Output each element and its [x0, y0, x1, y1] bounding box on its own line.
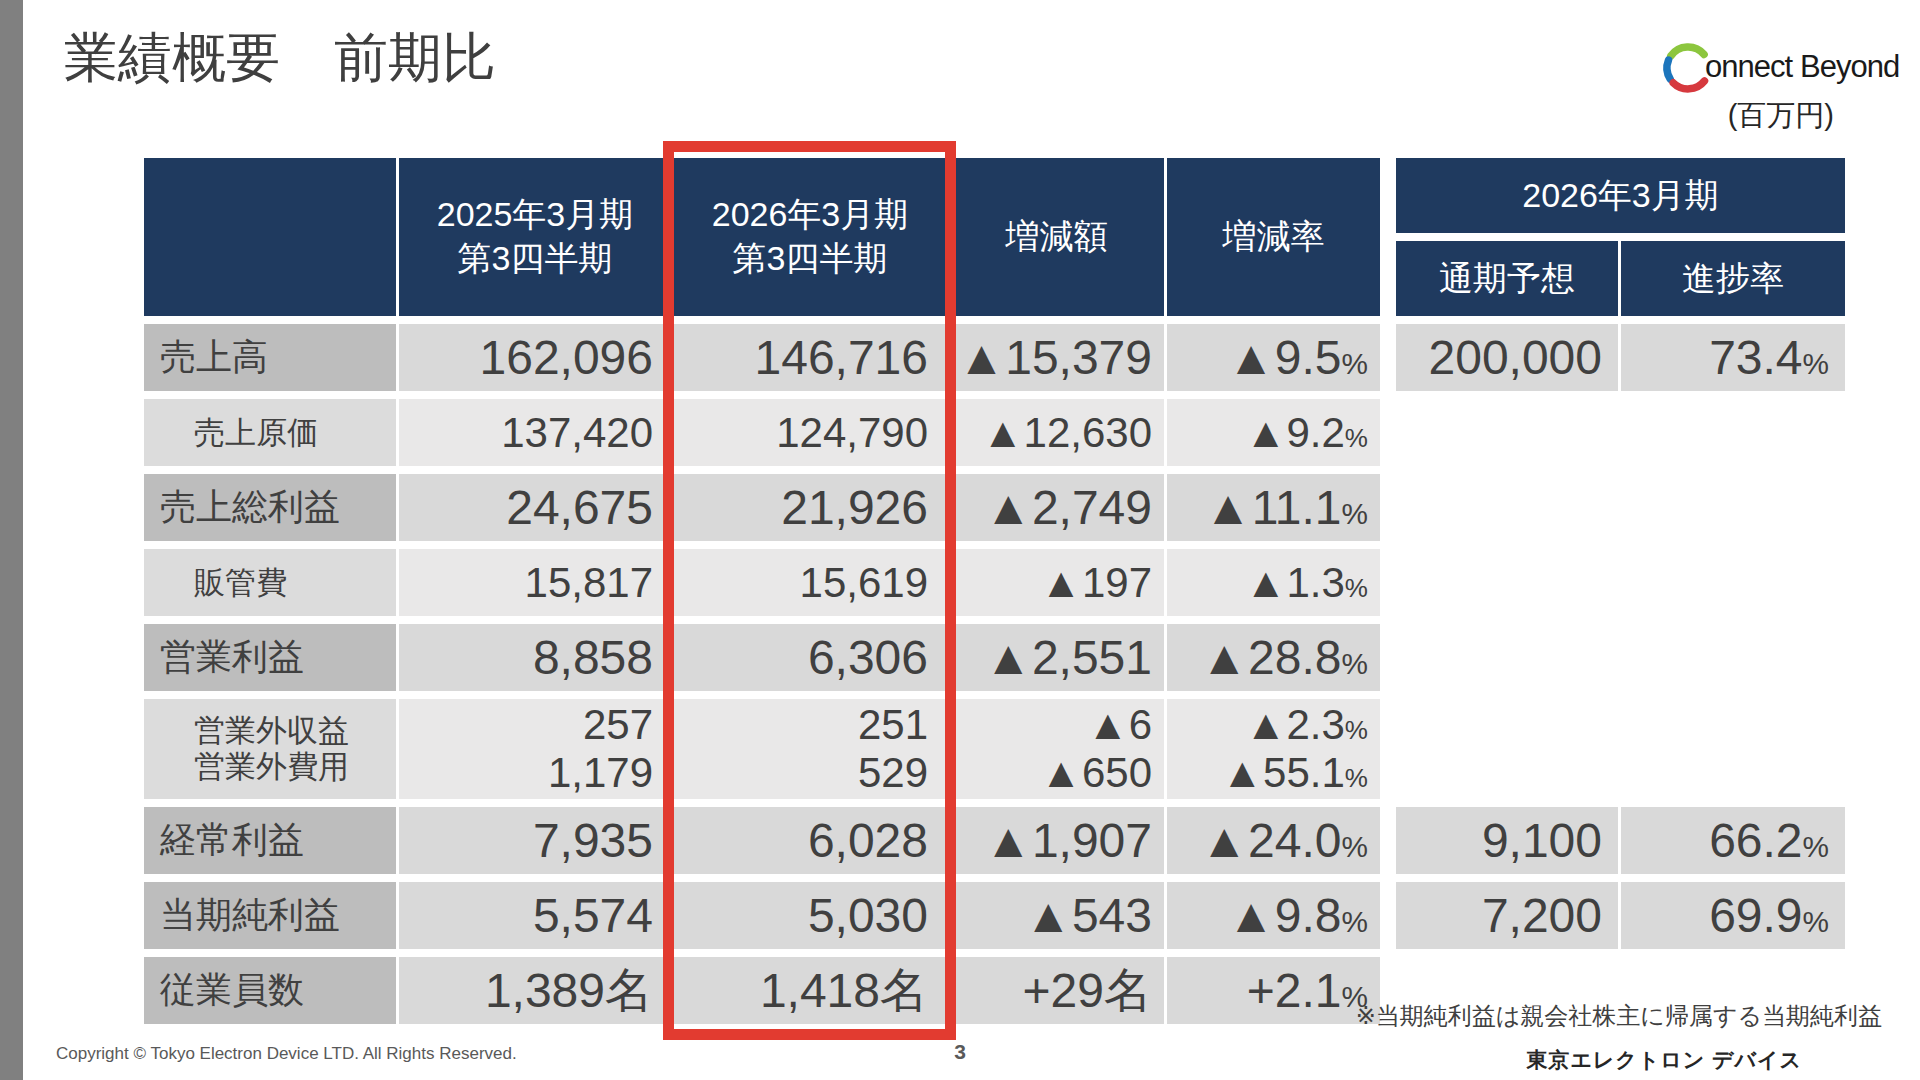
header-diff-amount: 増減額 [949, 158, 1164, 316]
diff-amount-cell: ▲2,551 [949, 624, 1164, 691]
spacer-cell [1383, 549, 1393, 616]
slide: 業績概要 前期比 onnect Beyond (百万円) 2025年3月期 第3… [0, 0, 1920, 1080]
corner-cell [144, 158, 396, 316]
prev-period-value-cell: 5,574 [399, 882, 671, 949]
spacer-cell [1383, 474, 1393, 541]
table-row: 売上高162,096146,716▲15,379▲9.5%200,00073.4… [144, 324, 1845, 391]
diff-amount-cell: ▲12,630 [949, 399, 1164, 466]
curr-period-value-cell: 5,030 [674, 882, 946, 949]
table-row: 営業外収益営業外費用2571,179251529▲6▲650▲2.3%▲55.1… [144, 699, 1845, 799]
spacer-cell [1383, 399, 1393, 466]
forecast-value-cell [1396, 699, 1618, 799]
progress-value-cell [1621, 549, 1845, 616]
curr-period-value-cell: 251529 [674, 699, 946, 799]
results-table: 2025年3月期 第3四半期 2026年3月期 第3四半期 増減額 増減率 20… [141, 150, 1848, 1032]
left-accent-bar [0, 0, 23, 1080]
diff-rate-cell: ▲9.8% [1167, 882, 1380, 949]
spacer-cell [1383, 882, 1393, 949]
diff-amount-cell: ▲1,907 [949, 807, 1164, 874]
prev-period-value-cell: 8,858 [399, 624, 671, 691]
curr-period-value-cell: 146,716 [674, 324, 946, 391]
curr-period-value-cell: 124,790 [674, 399, 946, 466]
row-label-cell: 売上原価 [144, 399, 396, 466]
progress-value-cell [1621, 699, 1845, 799]
row-label-cell: 売上総利益 [144, 474, 396, 541]
diff-rate-cell: ▲9.5% [1167, 324, 1380, 391]
progress-value-cell: 73.4% [1621, 324, 1845, 391]
prev-period-value-cell: 2571,179 [399, 699, 671, 799]
diff-amount-cell: ▲543 [949, 882, 1164, 949]
diff-amount-cell: ▲2,749 [949, 474, 1164, 541]
diff-rate-cell: ▲24.0% [1167, 807, 1380, 874]
logo-text-connect: onnect [1705, 49, 1792, 85]
prev-period-value-cell: 1,389名 [399, 957, 671, 1024]
progress-value-cell: 66.2% [1621, 807, 1845, 874]
unit-label: (百万円) [1728, 96, 1834, 136]
spacer-cell [1383, 699, 1393, 799]
progress-value-cell [1621, 399, 1845, 466]
header-row-1: 2025年3月期 第3四半期 2026年3月期 第3四半期 増減額 増減率 20… [144, 158, 1845, 233]
progress-value-cell: 69.9% [1621, 882, 1845, 949]
diff-amount-cell: ▲197 [949, 549, 1164, 616]
forecast-value-cell: 200,000 [1396, 324, 1618, 391]
header-progress-rate: 進捗率 [1621, 241, 1845, 316]
diff-amount-cell: +29名 [949, 957, 1164, 1024]
header-spacer [1383, 158, 1393, 316]
diff-rate-cell: +2.1% [1167, 957, 1380, 1024]
spacer-cell [1383, 324, 1393, 391]
header-fy2026-group: 2026年3月期 [1396, 158, 1845, 233]
forecast-value-cell [1396, 624, 1618, 691]
forecast-value-cell [1396, 399, 1618, 466]
table-row: 売上原価137,420124,790▲12,630▲9.2% [144, 399, 1845, 466]
table-row: 販管費15,81715,619▲197▲1.3% [144, 549, 1845, 616]
spacer-cell [1383, 807, 1393, 874]
progress-value-cell [1621, 474, 1845, 541]
table-row: 当期純利益5,5745,030▲543▲9.8%7,20069.9% [144, 882, 1845, 949]
row-label-cell: 当期純利益 [144, 882, 396, 949]
diff-rate-cell: ▲11.1% [1167, 474, 1380, 541]
header-full-year-forecast: 通期予想 [1396, 241, 1618, 316]
diff-rate-cell: ▲1.3% [1167, 549, 1380, 616]
progress-value-cell [1621, 624, 1845, 691]
header-diff-rate: 増減率 [1167, 158, 1380, 316]
table-row: 経常利益7,9356,028▲1,907▲24.0%9,10066.2% [144, 807, 1845, 874]
row-label-cell: 従業員数 [144, 957, 396, 1024]
row-label-cell: 営業利益 [144, 624, 396, 691]
curr-period-value-cell: 21,926 [674, 474, 946, 541]
forecast-value-cell: 7,200 [1396, 882, 1618, 949]
row-label-cell: 販管費 [144, 549, 396, 616]
diff-rate-cell: ▲28.8% [1167, 624, 1380, 691]
curr-period-value-cell: 6,306 [674, 624, 946, 691]
page-title: 業績概要 前期比 [64, 22, 496, 95]
header-curr-period: 2026年3月期 第3四半期 [674, 158, 946, 316]
diff-amount-cell: ▲15,379 [949, 324, 1164, 391]
forecast-value-cell: 9,100 [1396, 807, 1618, 874]
diff-amount-cell: ▲6▲650 [949, 699, 1164, 799]
curr-period-value-cell: 1,418名 [674, 957, 946, 1024]
table-row: 売上総利益24,67521,926▲2,749▲11.1% [144, 474, 1845, 541]
row-label-cell: 売上高 [144, 324, 396, 391]
prev-period-value-cell: 24,675 [399, 474, 671, 541]
spacer-cell [1383, 624, 1393, 691]
diff-rate-cell: ▲2.3%▲55.1% [1167, 699, 1380, 799]
forecast-value-cell [1396, 474, 1618, 541]
curr-period-value-cell: 15,619 [674, 549, 946, 616]
prev-period-value-cell: 15,817 [399, 549, 671, 616]
diff-rate-cell: ▲9.2% [1167, 399, 1380, 466]
curr-period-value-cell: 6,028 [674, 807, 946, 874]
footer-company-logo: 東京エレクトロン デバイス [1526, 1046, 1802, 1074]
prev-period-value-cell: 162,096 [399, 324, 671, 391]
row-label-cell: 経常利益 [144, 807, 396, 874]
prev-period-value-cell: 7,935 [399, 807, 671, 874]
table-row: 営業利益8,8586,306▲2,551▲28.8% [144, 624, 1845, 691]
prev-period-value-cell: 137,420 [399, 399, 671, 466]
connect-beyond-logo: onnect Beyond [1658, 34, 1899, 100]
header-prev-period: 2025年3月期 第3四半期 [399, 158, 671, 316]
logo-text-beyond: Beyond [1800, 49, 1899, 85]
forecast-value-cell [1396, 549, 1618, 616]
footnote: ※当期純利益は親会社株主に帰属する当期純利益 [1356, 1000, 1882, 1032]
row-label-cell: 営業外収益営業外費用 [144, 699, 396, 799]
